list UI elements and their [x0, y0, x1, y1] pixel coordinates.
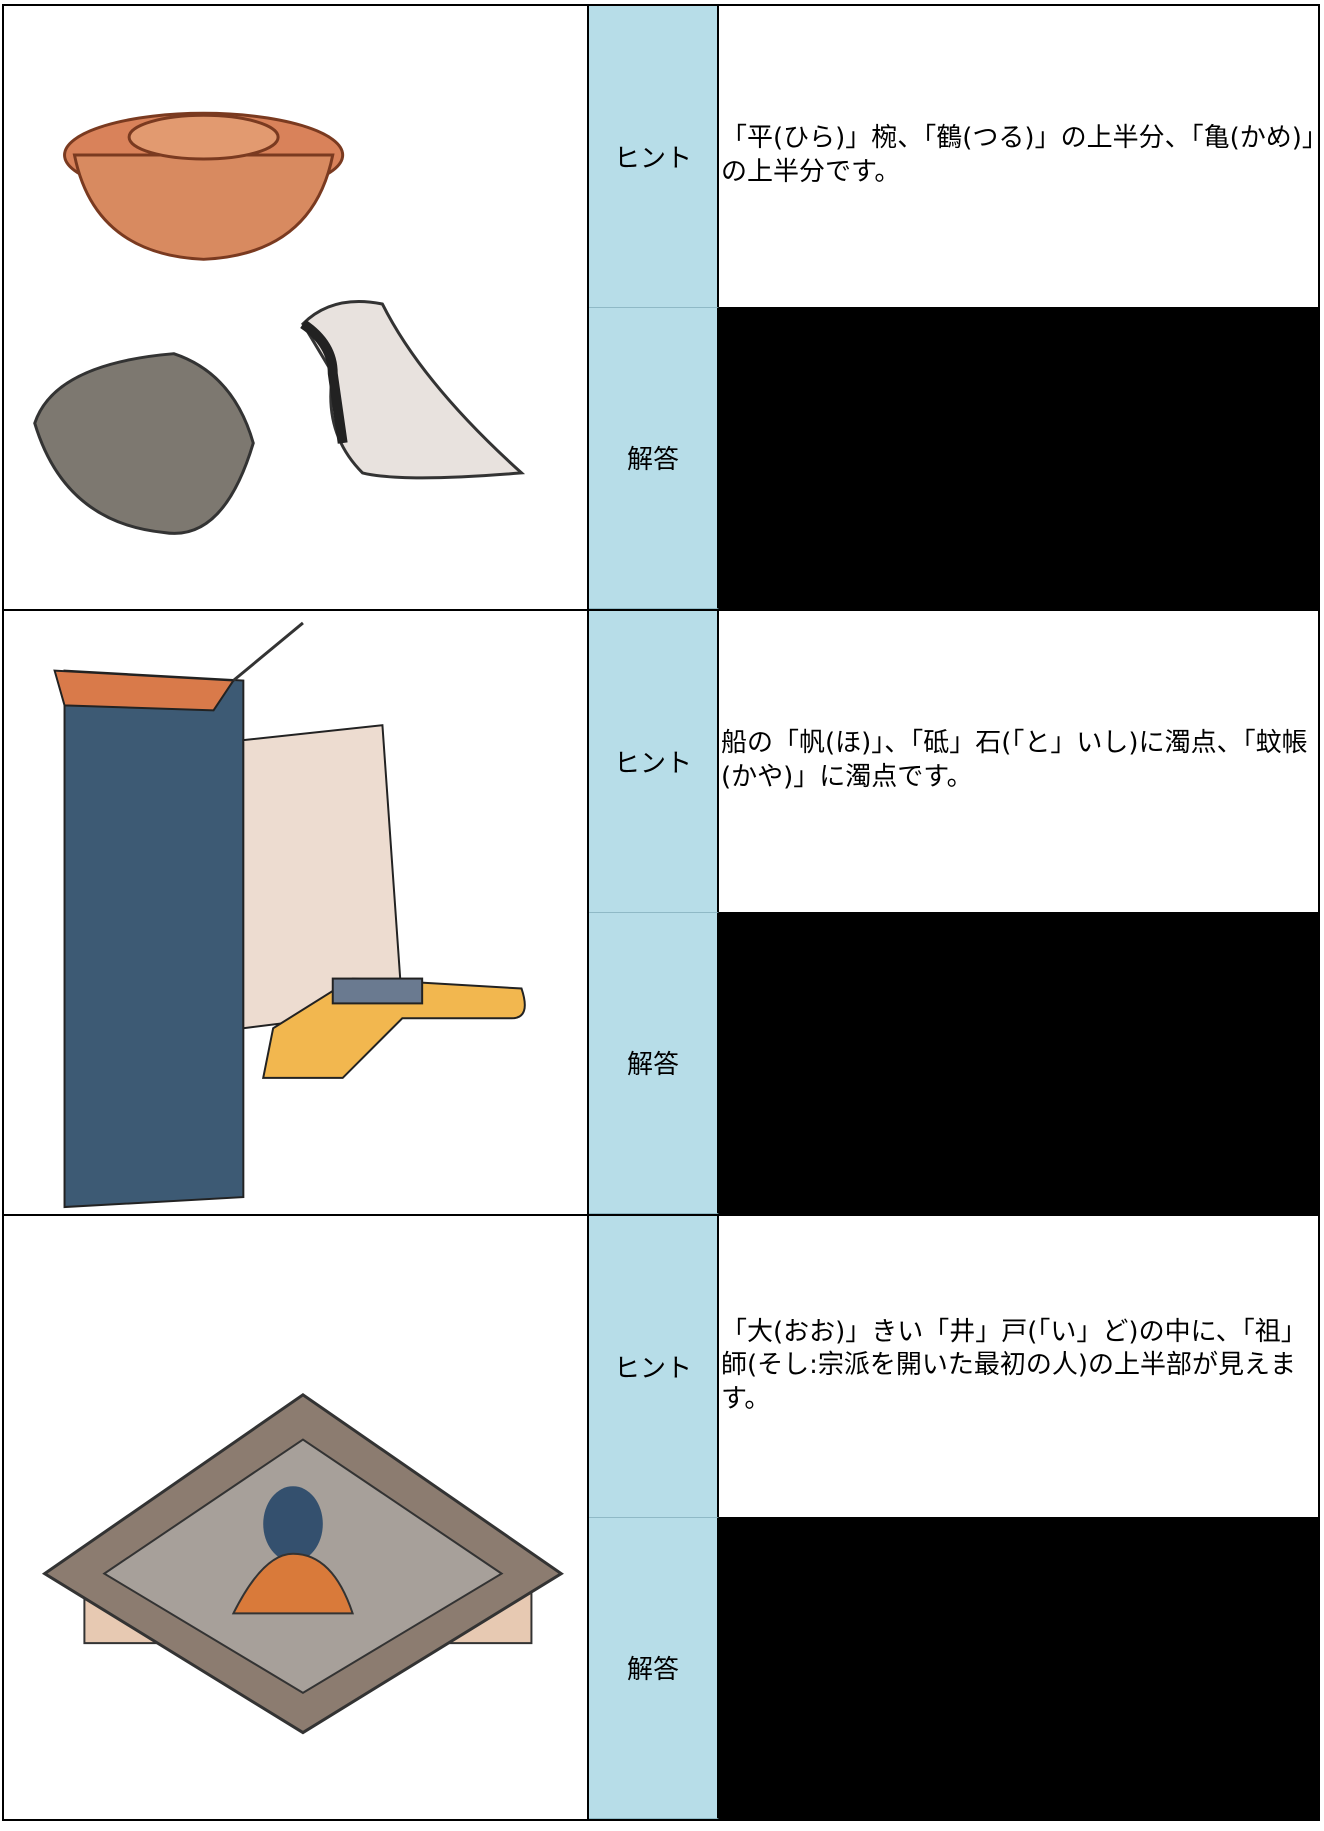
hint-label: ヒント — [589, 611, 719, 913]
answer-hidden — [719, 912, 1318, 1214]
picture — [4, 6, 589, 609]
hint-label: ヒント — [589, 6, 719, 308]
answer-hidden — [719, 1517, 1318, 1819]
answer-hidden — [719, 307, 1318, 609]
hint-text: 「大(おお)」きい「井」戸(「い」ど)の中に、「祖」師(そし:宗派を開いた最初の… — [719, 1216, 1318, 1518]
riddle-row: ヒント 解答 船の「帆(ほ)」、「砥」石(「と」いし)に濁点、「蚊帳(かや)」に… — [2, 609, 1320, 1216]
hint-text: 「平(ひら)」椀、「鶴(つる)」の上半分、「亀(かめ)」の上半分です。 — [719, 6, 1318, 308]
hint-label: ヒント — [589, 1216, 719, 1518]
hint-text: 船の「帆(ほ)」、「砥」石(「と」いし)に濁点、「蚊帳(かや)」に濁点です。 — [719, 611, 1318, 913]
answer-label: 解答 — [589, 307, 719, 609]
answer-label: 解答 — [589, 912, 719, 1214]
picture — [4, 1216, 589, 1819]
riddle-row: ヒント 解答 「平(ひら)」椀、「鶴(つる)」の上半分、「亀(かめ)」の上半分で… — [2, 4, 1320, 611]
answer-label: 解答 — [589, 1517, 719, 1819]
picture — [4, 611, 589, 1214]
riddle-row: ヒント 解答 「大(おお)」きい「井」戸(「い」ど)の中に、「祖」師(そし:宗派… — [2, 1214, 1320, 1821]
